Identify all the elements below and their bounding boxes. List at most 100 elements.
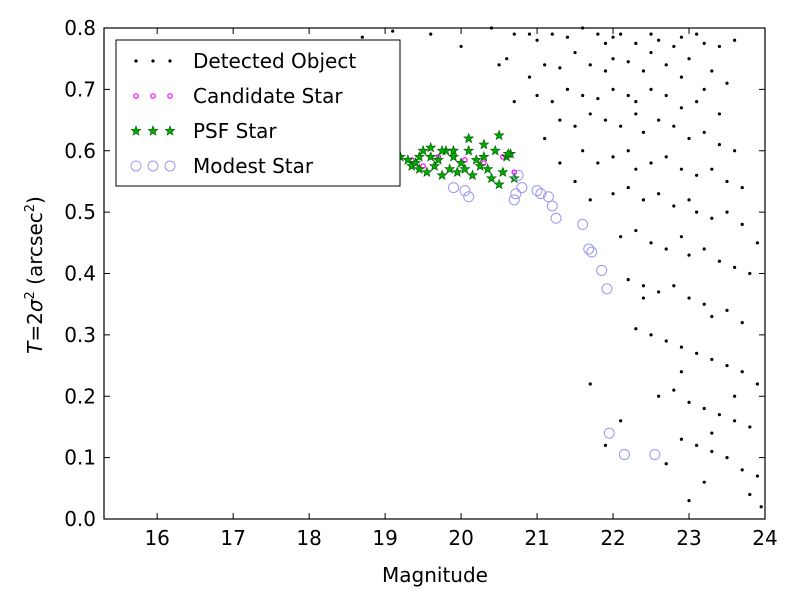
detected-object-point (558, 161, 562, 165)
detected-object-point (725, 308, 729, 312)
detected-object-point (710, 357, 714, 362)
detected-object-point (596, 96, 600, 101)
y-tick-label: 0.3 (64, 323, 96, 347)
detected-object-point (626, 93, 630, 98)
detected-object-point (649, 161, 653, 165)
legend-marker-psf-star (130, 125, 142, 136)
detected-object-point (725, 179, 729, 184)
detected-object-point (725, 363, 729, 368)
detected-object-point (603, 41, 608, 45)
detected-object-point (641, 198, 646, 202)
psf-star-point (459, 163, 471, 174)
psf-star-point (421, 166, 433, 177)
detected-object-point (710, 431, 714, 435)
psf-star-point (493, 129, 505, 141)
detected-object-point (429, 32, 433, 36)
detected-object-point (740, 185, 744, 190)
detected-object-point (725, 81, 729, 85)
detected-object-point (702, 480, 706, 484)
psf-star-point (451, 166, 463, 177)
modest-star-point (618, 449, 630, 461)
psf-star-point (463, 144, 475, 156)
detected-object-point (687, 198, 691, 202)
modest-star-point (535, 188, 547, 200)
detected-object-point (755, 382, 760, 386)
detected-object-point (672, 388, 676, 392)
detected-object-point (657, 118, 661, 122)
modest-star-point (550, 212, 562, 224)
psf-star-point (470, 154, 482, 165)
detected-object-point (626, 149, 630, 153)
detected-object-point (740, 321, 744, 325)
detected-object-point (512, 32, 516, 36)
x-axis-label: Magnitude (382, 563, 488, 587)
detected-object-point (733, 149, 737, 153)
detected-object-point (581, 149, 585, 153)
detected-object-point (581, 93, 585, 98)
detected-object-point (733, 265, 737, 269)
modest-star-point (531, 185, 543, 197)
psf-star-point (482, 163, 494, 174)
detected-object-point (733, 419, 737, 423)
detected-object-point (649, 32, 653, 36)
detected-object-point (710, 69, 714, 73)
detected-object-point (710, 314, 714, 319)
modest-star-point (546, 200, 558, 212)
detected-object-point (588, 63, 592, 67)
detected-object-point (611, 192, 615, 196)
detected-object-point (710, 216, 714, 220)
detected-object-point (611, 155, 615, 159)
detected-object-point (733, 38, 737, 42)
detected-object-point (657, 290, 661, 294)
detected-object-point (543, 136, 547, 141)
detected-object-point (717, 112, 722, 116)
psf-star-point (485, 172, 498, 184)
detected-object-point (664, 93, 668, 98)
psf-star-point (466, 169, 479, 181)
detected-object-point (748, 425, 752, 429)
detected-object-point (626, 60, 630, 64)
detected-object-point (611, 35, 615, 39)
x-tick-label: 24 (752, 526, 777, 550)
y-tick-label: 0.7 (64, 77, 96, 101)
y-tick-label: 0.1 (64, 446, 96, 470)
detected-object-point (695, 210, 699, 214)
detected-object-point (679, 370, 684, 374)
detected-object-point (558, 66, 562, 70)
detected-object-point (702, 406, 706, 411)
x-tick-label: 22 (600, 526, 625, 550)
detected-object-point (603, 118, 608, 122)
detected-object-point (710, 449, 714, 454)
detected-object-point (641, 284, 646, 288)
modest-star-point (577, 218, 589, 230)
detected-object-point (755, 241, 760, 245)
detected-object-point (641, 130, 646, 134)
psf-star-point (432, 154, 444, 165)
psf-star-point (428, 160, 441, 171)
detected-object-point (702, 130, 706, 134)
detected-object-point (512, 100, 516, 104)
psf-star-point (417, 144, 429, 156)
detected-object-point (641, 69, 646, 73)
detected-object-point (725, 210, 729, 214)
detected-object-point (672, 284, 676, 288)
psf-star-point (478, 138, 490, 150)
detected-object-point (679, 437, 684, 441)
modest-star-point (586, 246, 598, 258)
x-tick-label: 21 (524, 526, 549, 550)
detected-object-point (565, 35, 570, 39)
x-tick-label: 16 (144, 526, 169, 550)
detected-object-point (679, 75, 684, 79)
detected-object-point (391, 29, 395, 33)
psf-star-point (436, 144, 448, 156)
y-tick-label: 0.2 (64, 384, 96, 408)
detected-object-point (596, 161, 600, 165)
psf-star-point (489, 144, 501, 156)
legend-marker-candidate-star (133, 93, 139, 99)
psf-star-point (447, 151, 460, 162)
legend-marker-detected-object (134, 59, 138, 63)
x-tick-label: 20 (448, 526, 473, 550)
detected-object-point (664, 155, 668, 159)
